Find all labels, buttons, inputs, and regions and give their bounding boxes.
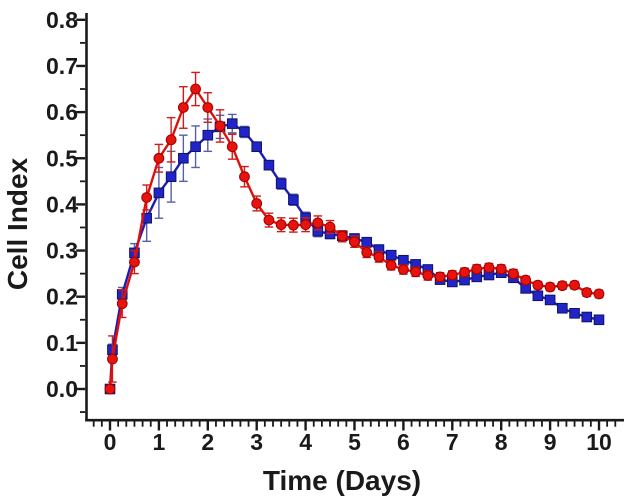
- data-point-marker: [141, 192, 153, 203]
- data-point-marker: [214, 120, 226, 132]
- data-point-marker: [129, 256, 140, 268]
- x-tick-label: 4: [299, 429, 312, 455]
- x-tick-label: 7: [446, 429, 459, 455]
- data-point-marker: [349, 236, 360, 248]
- data-point-marker: [581, 287, 593, 298]
- red-circles-series: [104, 71, 605, 395]
- data-point-marker: [471, 263, 483, 275]
- data-point-marker: [532, 290, 544, 302]
- data-point-marker: [398, 264, 409, 275]
- data-point-marker: [300, 219, 312, 231]
- data-point-marker: [288, 194, 299, 206]
- data-point-marker: [373, 251, 385, 263]
- data-point-marker: [165, 134, 177, 146]
- data-point-marker: [312, 217, 324, 229]
- data-point-marker: [287, 219, 299, 231]
- x-tick-label: 0: [104, 429, 117, 455]
- y-tick-label: 0.7: [46, 53, 78, 79]
- data-point-marker: [202, 129, 214, 141]
- data-point-marker: [239, 171, 250, 183]
- data-point-marker: [569, 308, 580, 319]
- data-point-marker: [410, 266, 422, 278]
- data-point-marker: [107, 353, 118, 365]
- data-point-marker: [275, 219, 287, 231]
- data-point-marker: [226, 141, 238, 153]
- data-point-marker: [251, 141, 262, 153]
- data-point-marker: [385, 259, 397, 271]
- data-point-marker: [446, 269, 458, 281]
- data-point-marker: [556, 280, 568, 292]
- data-point-marker: [263, 214, 275, 226]
- series-layer: [104, 71, 605, 395]
- x-tick-label: 3: [250, 429, 263, 455]
- data-point-marker: [361, 246, 373, 258]
- data-point-marker: [532, 279, 544, 291]
- data-point-marker: [593, 314, 605, 326]
- y-tick-label: 0.1: [46, 330, 78, 356]
- data-point-marker: [239, 126, 250, 138]
- data-point-marker: [153, 152, 165, 164]
- data-point-marker: [593, 288, 605, 300]
- data-point-marker: [483, 262, 495, 274]
- x-tick-label: 2: [201, 429, 214, 455]
- data-point-marker: [361, 236, 373, 248]
- x-axis-title: Time (Days): [263, 465, 421, 496]
- y-tick-label: 0.2: [46, 284, 78, 310]
- x-tick-label: 1: [153, 429, 166, 455]
- data-point-marker: [165, 171, 177, 183]
- y-tick-label: 0.6: [46, 99, 78, 125]
- data-point-marker: [495, 263, 507, 275]
- data-point-marker: [190, 83, 201, 95]
- data-point-marker: [226, 118, 238, 129]
- y-tick-label: 0.0: [46, 376, 78, 402]
- data-point-marker: [104, 383, 116, 395]
- data-point-marker: [177, 102, 189, 113]
- y-tick-label: 0.3: [46, 238, 78, 264]
- data-point-marker: [336, 230, 348, 242]
- data-point-marker: [202, 102, 214, 113]
- y-tick-label: 0.8: [46, 7, 78, 33]
- x-tick-label: 8: [495, 429, 508, 455]
- data-point-marker: [508, 268, 519, 280]
- data-point-marker: [398, 254, 409, 266]
- data-point-marker: [459, 266, 470, 278]
- data-point-marker: [116, 298, 128, 310]
- data-point-marker: [178, 152, 189, 164]
- markers: [104, 118, 605, 395]
- blue-squares-series: [104, 113, 605, 395]
- y-tick-label: 0.5: [46, 145, 78, 171]
- labels-layer: Time (Days) Cell Index 0 1 2 3 4 5 6 7 8 9 10 0.0 0.…: [2, 7, 612, 496]
- x-tick-label: 6: [397, 429, 410, 455]
- data-point-marker: [557, 302, 568, 314]
- data-point-marker: [251, 198, 263, 209]
- data-point-marker: [544, 294, 556, 306]
- y-tick-label: 0.4: [46, 191, 78, 217]
- data-point-marker: [520, 274, 532, 286]
- axes-layer: [76, 13, 624, 431]
- markers: [104, 83, 605, 395]
- data-point-marker: [263, 159, 275, 171]
- data-point-marker: [434, 271, 446, 283]
- data-point-marker: [190, 141, 201, 153]
- x-tick-label: 5: [348, 429, 361, 455]
- x-tick-label: 10: [586, 429, 612, 455]
- data-point-marker: [385, 249, 397, 261]
- x-tick-label: 9: [544, 429, 557, 455]
- y-axis-title: Cell Index: [2, 157, 33, 290]
- data-point-marker: [422, 270, 434, 281]
- data-point-marker: [544, 281, 556, 293]
- data-point-marker: [153, 187, 165, 199]
- data-point-marker: [569, 279, 580, 291]
- error-bars: [105, 71, 604, 392]
- data-point-marker: [275, 178, 287, 189]
- data-point-marker: [324, 221, 336, 233]
- data-point-marker: [581, 311, 593, 323]
